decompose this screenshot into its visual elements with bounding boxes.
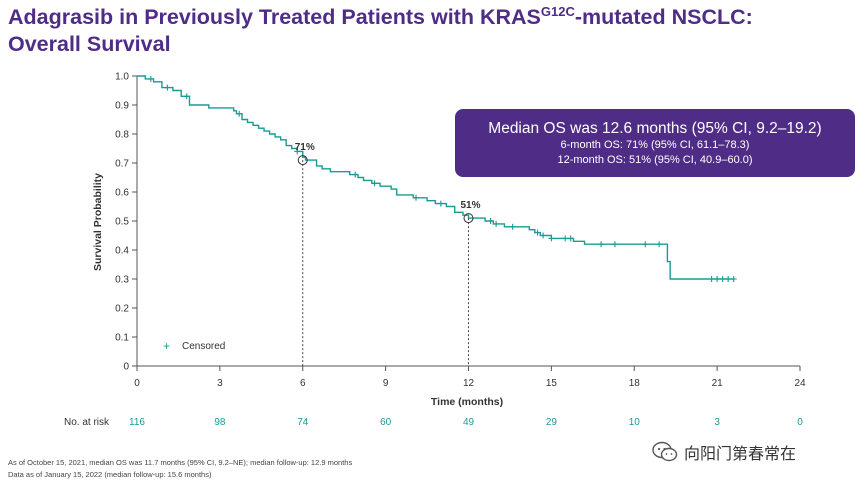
censor-mark xyxy=(562,235,569,242)
wechat-icon xyxy=(652,441,678,462)
legend-censor-marker: + xyxy=(163,339,170,353)
censor-mark xyxy=(548,235,555,242)
page-title: Adagrasib in Previously Treated Patients… xyxy=(8,4,753,58)
x-tick-label: 15 xyxy=(546,378,558,389)
censor-mark xyxy=(714,276,721,282)
y-tick-label: 0.1 xyxy=(115,333,129,344)
y-tick-label: 0.4 xyxy=(115,246,129,257)
risk-table-label: No. at risk xyxy=(64,417,110,428)
y-tick-label: 0.3 xyxy=(115,275,129,286)
risk-value: 98 xyxy=(214,417,226,428)
censor-mark xyxy=(534,229,541,236)
censor-mark xyxy=(164,84,171,91)
y-tick-label: 0.7 xyxy=(115,159,129,170)
x-tick-label: 9 xyxy=(383,378,389,389)
censor-mark xyxy=(509,223,516,230)
title-superscript: G12C xyxy=(540,4,575,19)
censor-mark xyxy=(719,276,726,282)
risk-value: 0 xyxy=(797,417,803,428)
y-tick-label: 1.0 xyxy=(115,72,129,83)
censor-mark xyxy=(413,194,420,201)
legend-censored-label: Censored xyxy=(182,341,225,352)
x-tick-label: 12 xyxy=(463,378,475,389)
x-axis-title: Time (months) xyxy=(431,396,503,408)
x-tick-label: 0 xyxy=(134,378,140,389)
y-tick-label: 0.9 xyxy=(115,101,129,112)
censor-mark xyxy=(236,110,243,117)
censor-mark xyxy=(656,241,663,248)
risk-value: 3 xyxy=(714,417,720,428)
title-line1-text: Adagrasib in Previously Treated Patients… xyxy=(8,5,541,29)
y-axis: 0 0.1 0.2 0.3 0.4 0.5 0.6 0.7 0.8 0.9 1.0 xyxy=(115,72,138,373)
y-tick-label: 0 xyxy=(123,362,129,373)
survival-curve xyxy=(137,75,734,280)
title-line2-text: Overall Survival xyxy=(8,32,171,56)
risk-value: 29 xyxy=(546,417,558,428)
censor-mark xyxy=(642,241,649,248)
x-tick-label: 3 xyxy=(217,378,223,389)
risk-value: 60 xyxy=(380,417,392,428)
censor-marks xyxy=(147,75,737,282)
censor-mark xyxy=(352,171,359,178)
title-line1-suffix: -mutated NSCLC: xyxy=(574,5,753,29)
risk-value: 74 xyxy=(297,417,309,428)
median-os-box: Median OS was 12.6 months (95% CI, 9.2–1… xyxy=(455,109,855,177)
censor-mark xyxy=(708,276,715,282)
risk-value: 116 xyxy=(129,417,145,428)
censor-mark xyxy=(611,241,618,248)
watermark: 向阳门第春常在 xyxy=(652,440,852,464)
censor-mark xyxy=(147,75,154,82)
censor-mark xyxy=(437,200,444,207)
censor-mark xyxy=(294,148,301,155)
annotation-label: 71% xyxy=(295,142,315,153)
censor-mark xyxy=(487,218,494,224)
censor-mark xyxy=(183,93,190,100)
censor-mark xyxy=(493,220,500,227)
footnote-1: As of October 15, 2021, median OS was 11… xyxy=(8,458,353,467)
annotation-circle xyxy=(463,213,474,224)
median-os-main: Median OS was 12.6 months (95% CI, 9.2–1… xyxy=(488,120,822,137)
censor-mark xyxy=(540,232,547,239)
footnote-2: Data as of January 15, 2022 (median foll… xyxy=(8,470,212,479)
x-tick-label: 6 xyxy=(300,378,306,389)
y-tick-label: 0.2 xyxy=(115,304,129,315)
twelve-month-os: 12-month OS: 51% (95% CI, 40.9–60.0) xyxy=(557,154,753,166)
x-tick-label: 24 xyxy=(794,378,806,389)
annotation-circle xyxy=(297,155,308,166)
guide-lines xyxy=(302,160,469,366)
km-curve-line xyxy=(137,75,734,280)
x-axis: 0 3 6 9 12 15 18 21 24 xyxy=(134,365,806,389)
x-tick-label: 21 xyxy=(712,378,724,389)
watermark-text: 向阳门第春常在 xyxy=(684,446,797,463)
censor-mark xyxy=(598,241,605,248)
risk-table-values: 116 98 74 60 49 29 10 3 0 xyxy=(129,417,803,428)
censor-mark xyxy=(725,276,732,282)
x-tick-label: 18 xyxy=(629,378,641,389)
y-tick-label: 0.6 xyxy=(115,188,129,199)
y-axis-title: Survival Probability xyxy=(92,173,104,271)
annotations: 71% 51% xyxy=(295,142,481,224)
censor-mark xyxy=(567,235,574,242)
six-month-os: 6-month OS: 71% (95% CI, 61.1–78.3) xyxy=(560,139,750,151)
risk-value: 49 xyxy=(463,417,475,428)
annotation-label: 51% xyxy=(460,200,480,211)
censor-mark xyxy=(730,276,737,282)
y-tick-label: 0.5 xyxy=(115,217,129,228)
y-tick-label: 0.8 xyxy=(115,130,129,141)
risk-value: 10 xyxy=(629,417,641,428)
censor-mark xyxy=(371,180,378,187)
